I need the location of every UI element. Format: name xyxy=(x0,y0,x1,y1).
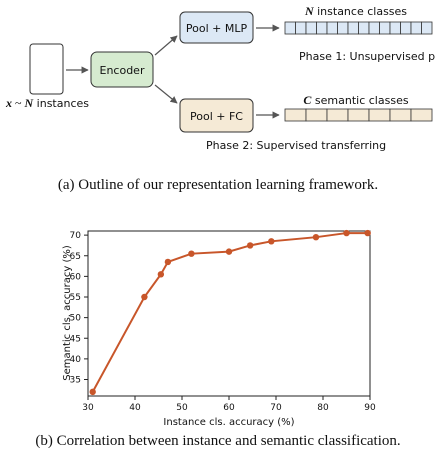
input-instance-box xyxy=(29,43,64,95)
instance-class-cell xyxy=(421,21,433,35)
y-tick-label: 35 xyxy=(70,376,81,386)
caption-a: (a) Outline of our representation learni… xyxy=(58,177,378,193)
y-tick-label: 55 xyxy=(70,293,81,303)
semantic-class-cell xyxy=(305,108,328,122)
instance-classes-vector xyxy=(284,21,433,35)
y-tick-label: 65 xyxy=(70,252,81,262)
data-point xyxy=(364,229,371,237)
instance-class-cell xyxy=(284,21,296,35)
instance-class-cell xyxy=(305,21,317,35)
y-tick-label: 70 xyxy=(70,231,82,241)
x-tick-label: 90 xyxy=(364,403,376,413)
data-point xyxy=(188,250,195,257)
y-tick-label: 60 xyxy=(70,272,82,282)
caption-b: (b) Correlation between instance and sem… xyxy=(35,433,400,449)
semantic-class-cell xyxy=(347,108,370,122)
pool-fc-box xyxy=(179,98,254,133)
instance-class-cell xyxy=(347,21,359,35)
x-axis-ticks: 30 40 50 60 70 80 90 xyxy=(82,396,376,413)
x-tick-label: 60 xyxy=(223,403,235,413)
data-point xyxy=(312,233,320,241)
y-tick-label: 50 xyxy=(70,314,82,324)
y-axis-ticks: 35 40 45 50 55 60 65 70 xyxy=(70,231,88,386)
semantic-class-cell xyxy=(389,108,412,122)
framework-diagram: x ~ N instances Encoder Pool + MLP Pool … xyxy=(5,4,436,152)
pool-fc-label: Pool + FC xyxy=(190,110,243,123)
instance-class-cell xyxy=(368,21,380,35)
x-tick-label: 30 xyxy=(82,403,94,413)
instance-class-cell xyxy=(337,21,349,35)
data-point xyxy=(164,258,172,266)
x-tick-label: 40 xyxy=(129,403,141,413)
phase1-label: Phase 1: Unsupervised pretraining xyxy=(299,50,436,63)
instance-class-cell xyxy=(379,21,391,35)
encoder-label: Encoder xyxy=(100,64,145,77)
semantic-class-cell xyxy=(368,108,391,122)
instance-class-cell xyxy=(326,21,338,35)
semantic-class-cell xyxy=(284,108,307,122)
data-point xyxy=(141,293,148,301)
semantic-class-cell xyxy=(410,108,433,122)
instance-classes-label: N instance classes xyxy=(304,4,407,18)
x-tick-label: 80 xyxy=(317,403,329,413)
semantic-classes-label: C semantic classes xyxy=(303,93,408,107)
x-axis-label: Instance cls. accuracy (%) xyxy=(163,417,294,428)
pool-mlp-label: Pool + MLP xyxy=(186,22,248,35)
semantic-classes-vector xyxy=(284,108,433,122)
phase2-label: Phase 2: Supervised transferring xyxy=(206,139,386,152)
y-tick-label: 40 xyxy=(70,355,82,365)
y-tick-label: 45 xyxy=(70,334,81,344)
accuracy-chart: 30 40 50 60 70 80 90 35 40 45 50 55 60 65 70 Instance… xyxy=(62,229,376,428)
arrow-encoder-to-fc xyxy=(154,84,178,104)
arrow-encoder-to-mlp xyxy=(154,35,178,56)
data-point xyxy=(268,238,275,245)
plot-frame xyxy=(87,230,371,397)
data-point xyxy=(343,229,350,237)
data-point xyxy=(225,248,233,255)
instance-class-cell xyxy=(389,21,401,35)
instance-class-cell xyxy=(358,21,370,35)
instance-class-cell xyxy=(316,21,328,35)
instance-class-cell xyxy=(400,21,412,35)
series-line xyxy=(91,232,368,393)
series-layer xyxy=(89,229,371,396)
instance-class-cell xyxy=(410,21,422,35)
data-point xyxy=(246,242,254,249)
instance-class-cell xyxy=(295,21,307,35)
input-label: x ~ N instances xyxy=(5,96,89,110)
y-axis-label: Semantic cls. accuracy (%) xyxy=(62,245,73,381)
data-point xyxy=(89,388,96,396)
semantic-class-cell xyxy=(326,108,349,122)
encoder-box xyxy=(90,51,154,88)
x-tick-label: 50 xyxy=(176,403,188,413)
data-point xyxy=(157,271,165,278)
x-tick-label: 70 xyxy=(270,403,282,413)
pool-mlp-box xyxy=(179,11,254,44)
